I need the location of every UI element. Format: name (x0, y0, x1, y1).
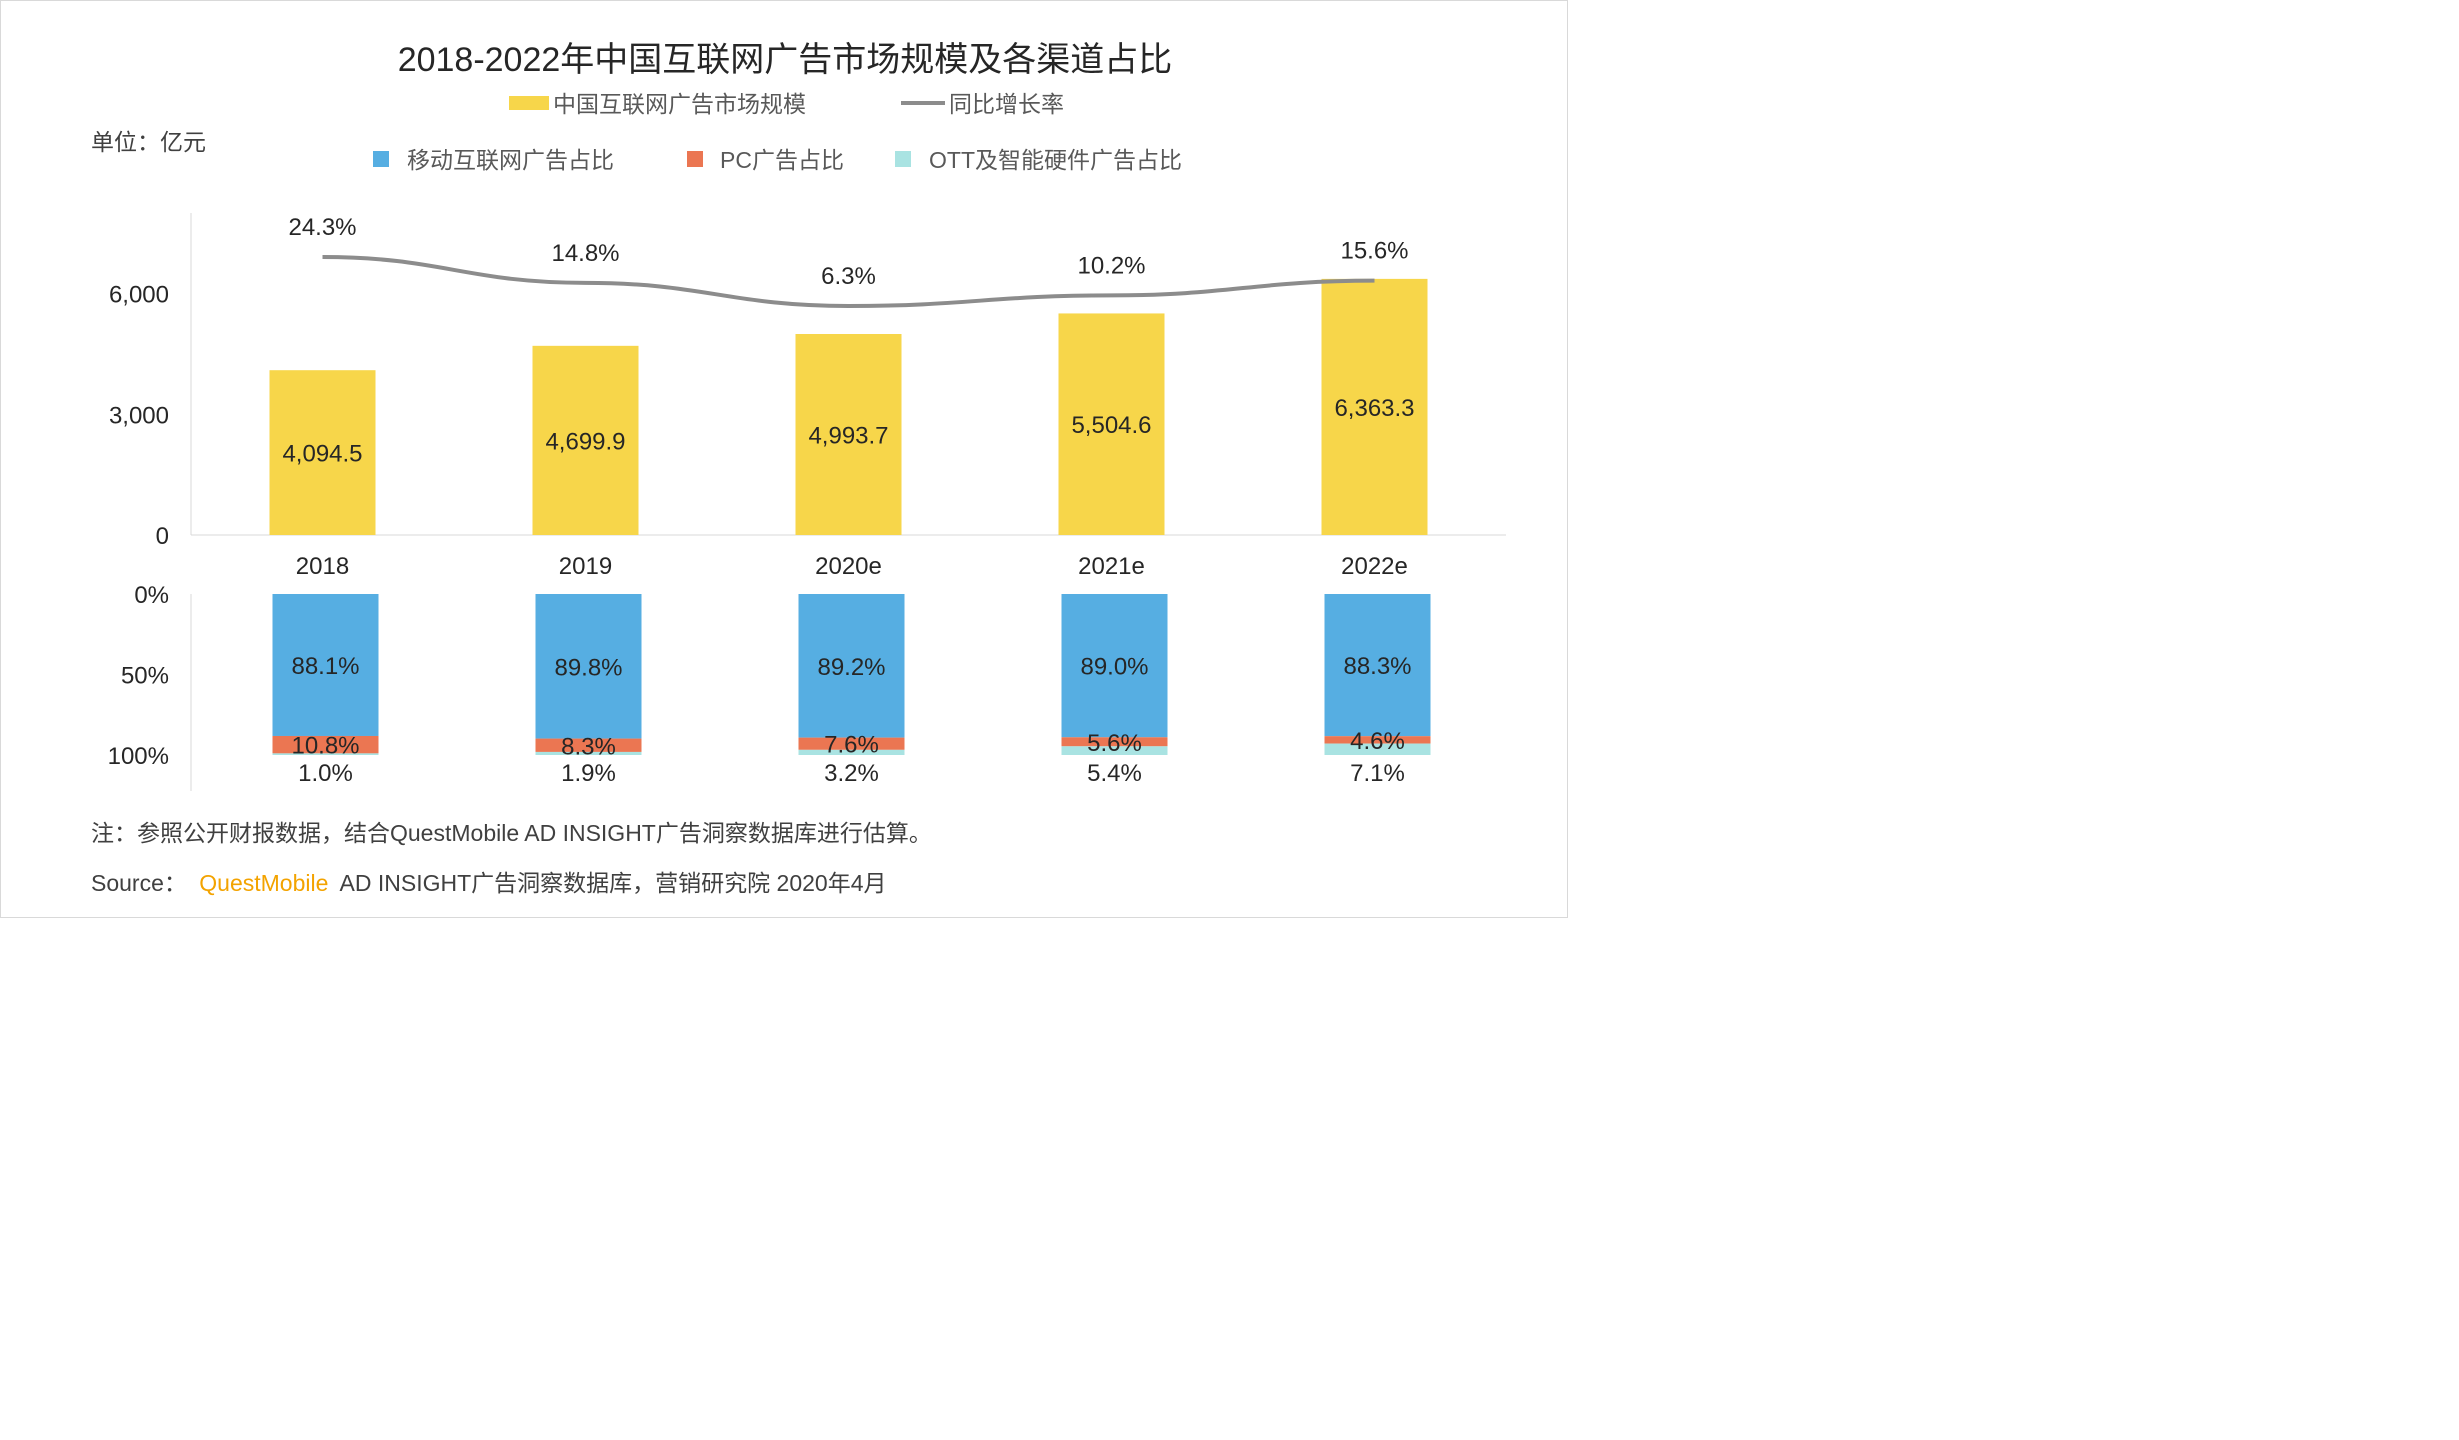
source-rest: AD INSIGHT广告洞察数据库，营销研究院 2020年4月 (340, 870, 887, 896)
footnote: 注：参照公开财报数据，结合QuestMobile AD INSIGHT广告洞察数… (91, 820, 932, 846)
legend-swatch-pc (687, 151, 703, 167)
growth-rate-label: 15.6% (1340, 238, 1408, 265)
mobile-share-segment (272, 594, 379, 736)
market-size-value-label: 4,094.5 (282, 441, 362, 468)
mobile-share-segment (535, 594, 642, 739)
legend-label-market-size: 中国互联网广告市场规模 (553, 91, 806, 117)
ott-share-segment (798, 749, 905, 755)
market-size-bar (1058, 313, 1165, 535)
legend-label-mobile: 移动互联网广告占比 (407, 147, 614, 173)
ott-share-segment (1061, 746, 1168, 755)
x-tick-label: 2019 (559, 553, 612, 580)
unit-label: 单位：亿元 (91, 129, 206, 155)
x-tick-label: 2022e (1341, 553, 1408, 580)
channel-share-plot: 0% 50% 100% 88.1% 10.8%1.0% 89.8% 8.3%1.9% 89.2… (108, 582, 1431, 791)
mobile-share-label: 88.1% (291, 653, 359, 680)
pc-share-label: 5.6% (1087, 730, 1142, 757)
x-tick-label: 2018 (296, 553, 349, 580)
market-size-value-label: 4,699.9 (545, 428, 625, 455)
share-y-tick-label: 0% (134, 582, 169, 609)
ott-share-segment (272, 753, 379, 755)
market-size-bar (1321, 278, 1428, 535)
pc-share-label: 8.3% (561, 733, 616, 760)
pc-share-segment (1324, 736, 1431, 744)
market-size-bar (795, 334, 902, 535)
legend-swatch-market-size (509, 96, 549, 110)
legend-swatch-ott (895, 151, 911, 167)
source-line: Source： QuestMobile AD INSIGHT广告洞察数据库，营销… (91, 870, 886, 896)
mobile-share-segment (798, 594, 905, 738)
legend-top: 中国互联网广告市场规模 同比增长率 (509, 91, 1064, 117)
share-y-tick-label: 50% (121, 663, 169, 690)
mobile-share-label: 89.0% (1080, 654, 1148, 681)
source-brand: QuestMobile (199, 870, 328, 896)
pc-share-segment (1061, 737, 1168, 747)
growth-rate-label: 10.2% (1077, 252, 1145, 279)
pc-share-label: 7.6% (824, 732, 879, 759)
chart-svg: 2018-2022年中国互联网广告市场规模及各渠道占比 单位：亿元 中国互联网广… (91, 41, 1506, 896)
mobile-share-segment (1061, 594, 1168, 738)
legend-label-pc: PC广告占比 (720, 147, 844, 173)
growth-rate-label: 24.3% (288, 214, 356, 241)
legend-swatch-mobile (373, 151, 389, 167)
market-size-value-label: 5,504.6 (1071, 412, 1151, 439)
y-tick-label: 6,000 (109, 282, 169, 309)
ott-share-label: 5.4% (1087, 760, 1142, 787)
market-size-value-label: 4,993.7 (808, 423, 888, 450)
growth-rate-line (322, 255, 1375, 309)
pc-share-label: 10.8% (291, 733, 359, 760)
x-tick-label: 2020e (815, 553, 882, 580)
pc-share-label: 4.6% (1350, 728, 1405, 755)
legend-label-growth-rate: 同比增长率 (949, 91, 1064, 117)
pc-share-segment (535, 738, 642, 752)
market-size-value-label: 6,363.3 (1334, 395, 1414, 422)
market-size-bar (269, 370, 376, 535)
mobile-share-segment (1324, 594, 1431, 737)
mobile-share-label: 88.3% (1343, 653, 1411, 680)
ott-share-label: 3.2% (824, 760, 879, 787)
y-tick-label: 0 (156, 523, 169, 550)
growth-rate-label: 14.8% (551, 240, 619, 267)
chart-frame: 2018-2022年中国互联网广告市场规模及各渠道占比 单位：亿元 中国互联网广… (0, 0, 1568, 918)
x-tick-label: 2021e (1078, 553, 1145, 580)
legend-bottom: 移动互联网广告占比 PC广告占比 OTT及智能硬件广告占比 (373, 147, 1182, 173)
chart-title: 2018-2022年中国互联网广告市场规模及各渠道占比 (398, 41, 1173, 79)
pc-share-segment (798, 737, 905, 750)
market-size-plot: 0 3,000 6,000 4,094.5 2018 4,699.9 2019 4,993.7… (109, 213, 1506, 580)
ott-share-segment (1324, 743, 1431, 755)
y-tick-label: 3,000 (109, 402, 169, 429)
growth-rate-label: 6.3% (821, 263, 876, 290)
source-prefix: Source： (91, 870, 187, 896)
ott-share-segment (535, 751, 642, 755)
mobile-share-label: 89.8% (554, 654, 622, 681)
legend-label-ott: OTT及智能硬件广告占比 (929, 147, 1182, 173)
ott-share-label: 1.9% (561, 760, 616, 787)
mobile-share-label: 89.2% (817, 654, 885, 681)
ott-share-label: 1.0% (298, 760, 353, 787)
ott-share-label: 7.1% (1350, 760, 1405, 787)
share-y-tick-label: 100% (108, 743, 169, 770)
pc-share-segment (272, 735, 379, 754)
market-size-bar (532, 345, 639, 535)
